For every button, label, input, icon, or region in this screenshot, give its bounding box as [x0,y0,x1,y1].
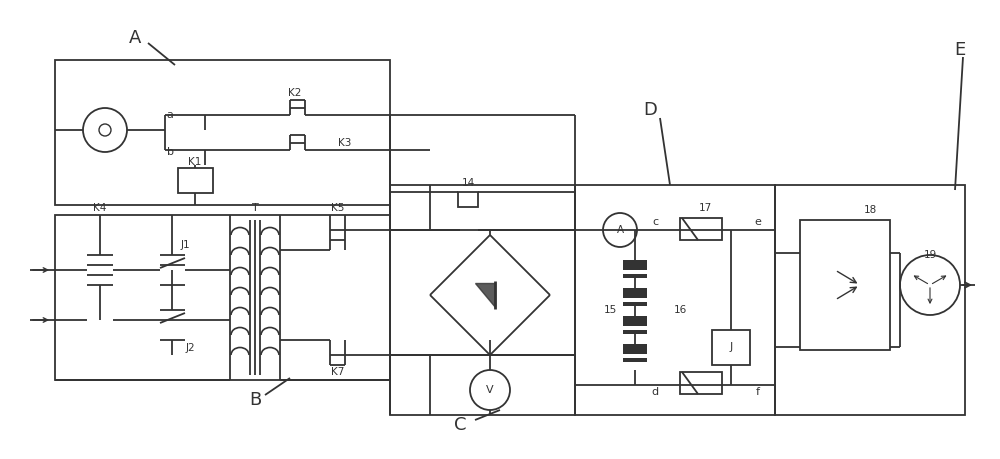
Text: J2: J2 [185,343,195,353]
Bar [680,372,722,394]
Text: C: C [454,416,466,434]
Polygon shape [475,283,495,307]
Text: 17: 17 [698,203,712,213]
Text: D: D [643,101,657,119]
Bar [623,330,647,334]
Bar [390,185,575,415]
Text: T: T [252,203,258,213]
Bar [623,274,647,278]
Text: A: A [616,225,624,235]
Text: 19: 19 [923,250,937,260]
Text: V: V [486,385,494,395]
Text: e: e [755,217,761,227]
Text: K7: K7 [331,367,345,377]
Text: d: d [651,387,659,397]
Text: J1: J1 [180,240,190,250]
Bar [800,220,890,350]
Text: A: A [129,29,141,47]
Bar [55,215,390,380]
Bar [680,218,722,240]
Bar [623,260,647,270]
Text: K2: K2 [288,88,302,98]
Bar [623,358,647,362]
Bar [623,302,647,306]
Text: 14: 14 [461,178,475,188]
Text: K3: K3 [338,138,352,148]
Text: E: E [954,41,966,59]
Bar [623,344,647,354]
Text: K5: K5 [331,203,345,213]
Text: b: b [166,147,174,157]
Circle shape [99,124,111,136]
Text: f: f [756,387,760,397]
Text: 18: 18 [863,205,877,215]
Text: K1: K1 [188,157,202,167]
Text: J: J [729,342,733,352]
Text: K4: K4 [93,203,107,213]
Bar [712,330,750,365]
Bar [775,185,965,415]
Bar [458,192,478,207]
Bar [55,60,390,205]
Bar [623,288,647,298]
Text: a: a [167,110,173,120]
Bar [623,316,647,326]
Text: 15: 15 [603,305,617,315]
Text: 16: 16 [673,305,687,315]
Bar [575,185,775,415]
Bar [178,168,213,193]
Text: c: c [652,217,658,227]
Text: B: B [249,391,261,409]
